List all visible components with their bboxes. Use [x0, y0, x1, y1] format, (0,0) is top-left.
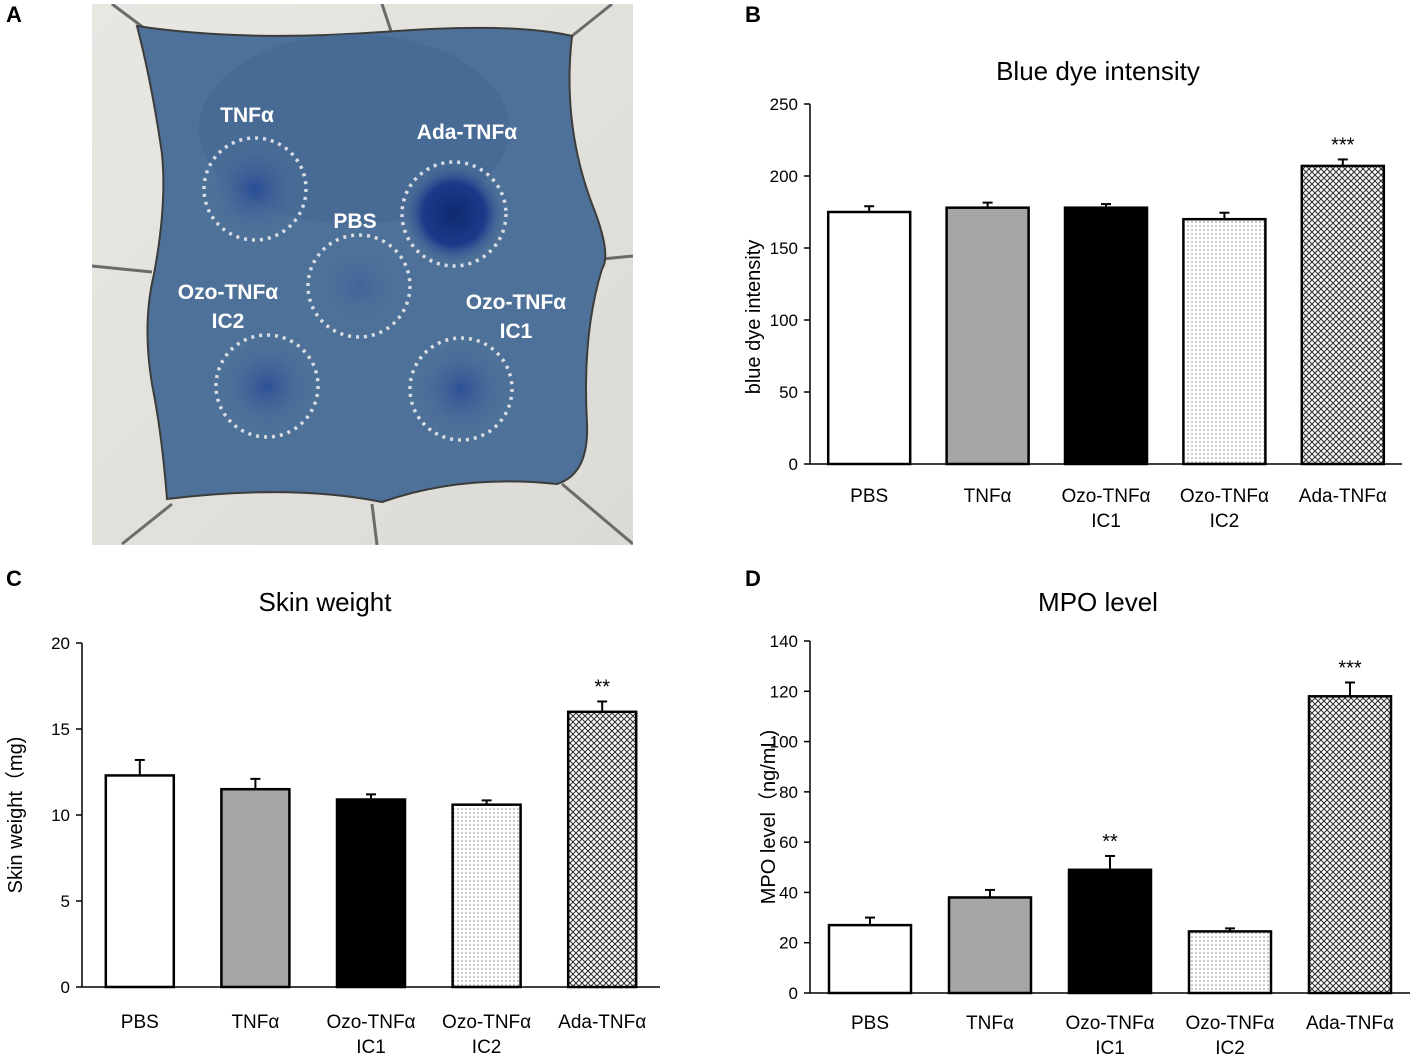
y-tick-label: 40: [779, 883, 798, 902]
pin-line: [561, 482, 633, 545]
y-tick-label: 120: [770, 682, 798, 701]
y-tick-label: 80: [779, 783, 798, 802]
pin-line: [121, 502, 173, 545]
category-label: Ozo-TNFα: [326, 1012, 415, 1033]
pin-line: [380, 4, 394, 35]
category-label: Ozo-TNFα: [1061, 486, 1150, 507]
pin-line: [92, 264, 153, 274]
y-tick-label: 20: [51, 634, 70, 653]
category-label: IC1: [356, 1037, 386, 1058]
bar: [945, 206, 1030, 466]
bar: [827, 923, 913, 995]
category-label: Ozo-TNFα: [1065, 1013, 1154, 1034]
category-label: Ozo-TNFα: [1185, 1013, 1274, 1034]
category-label: IC2: [1210, 511, 1240, 532]
y-tick-label: 10: [51, 806, 70, 825]
dye-spot-ozo-ic1: [413, 341, 509, 437]
bar: [1182, 217, 1267, 466]
marker-circle-tnfa: [202, 136, 308, 242]
chart-title: MPO level: [1038, 587, 1158, 617]
pin-line: [370, 503, 379, 545]
y-tick-label: 5: [61, 892, 70, 911]
category-label: IC2: [472, 1037, 502, 1058]
label-ozo-ic2-line2: IC2: [212, 310, 245, 333]
skin-photo: TNFα Ada-TNFα PBS Ozo-TNFα IC2 Ozo-TNFα …: [92, 4, 633, 545]
marker-circle-ozo-ic1: [408, 336, 514, 442]
category-label: TNFα: [964, 486, 1012, 507]
category-label: Ozo-TNFα: [442, 1012, 531, 1033]
chart-title: Blue dye intensity: [996, 56, 1200, 86]
category-label: PBS: [121, 1012, 159, 1033]
mpo-level-chart: MPO level MPO level（ng/mL) 0 20 40 60 80 100 1…: [757, 587, 1410, 1059]
bar: [220, 787, 291, 989]
label-ozo-ic2-line1: Ozo-TNFα: [178, 281, 278, 304]
marker-circle-ada: [400, 160, 508, 268]
label-ozo-ic1-line1: Ozo-TNFα: [466, 291, 566, 314]
dye-spot-tnfa: [207, 141, 303, 237]
y-tick-label: 100: [770, 311, 798, 330]
y-axis-label: Skin weight（mg): [4, 737, 27, 894]
category-label: PBS: [850, 486, 888, 507]
y-tick-label: 60: [779, 833, 798, 852]
category-label: Ozo-TNFα: [1180, 486, 1269, 507]
y-tick-label: 50: [779, 383, 798, 402]
category-label: Ada-TNFα: [1306, 1013, 1394, 1034]
y-tick-label: 250: [770, 95, 798, 114]
category-label: PBS: [851, 1013, 889, 1034]
y-tick-label: 140: [770, 632, 798, 651]
category-label: IC1: [1091, 511, 1121, 532]
bar: [1307, 695, 1393, 995]
bar: [1300, 164, 1386, 466]
panel-letter-d: D: [745, 566, 761, 591]
bar: [947, 896, 1033, 995]
bar: [1067, 868, 1153, 995]
chart-title: Skin weight: [259, 587, 393, 617]
y-tick-label: 20: [779, 934, 798, 953]
y-tick-label: 0: [61, 978, 70, 997]
y-tick-label: 100: [770, 733, 798, 752]
y-tick-label: 150: [770, 239, 798, 258]
category-label: IC2: [1215, 1038, 1245, 1059]
panel-letter-a: A: [6, 2, 22, 27]
category-label: TNFα: [966, 1013, 1014, 1034]
bar: [826, 210, 912, 466]
bar: [1063, 206, 1149, 466]
category-label: IC1: [1095, 1038, 1125, 1059]
y-axis-label: blue dye intensity: [743, 240, 765, 395]
significance-label: ***: [1331, 134, 1355, 156]
bar: [451, 803, 522, 989]
dye-spot-ozo-ic2: [219, 338, 315, 434]
label-ozo-ic1-line2: IC1: [500, 320, 533, 343]
blue-dye-chart: Blue dye intensity blue dye intensity 0 5…: [743, 56, 1402, 532]
label-ada: Ada-TNFα: [417, 121, 517, 144]
label-tnfa: TNFα: [220, 104, 274, 127]
y-axis-label: MPO level（ng/mL): [757, 730, 780, 905]
y-tick-label: 0: [789, 455, 798, 474]
category-label: Ada-TNFα: [558, 1012, 646, 1033]
pin-line: [601, 254, 633, 261]
category-label: Ada-TNFα: [1299, 486, 1387, 507]
y-tick-label: 200: [770, 167, 798, 186]
skin-weight-chart: Skin weight Skin weight（mg) 0 5 10 15 20 PBS T…: [4, 587, 660, 1058]
marker-circle-pbs: [306, 233, 412, 339]
label-pbs: PBS: [333, 210, 376, 233]
category-label: TNFα: [231, 1012, 279, 1033]
marker-circle-ozo-ic2: [214, 333, 320, 439]
bar: [566, 710, 638, 989]
panel-letter-c: C: [6, 566, 22, 591]
y-tick-label: 15: [51, 720, 70, 739]
bar: [335, 798, 407, 989]
bar: [104, 774, 176, 989]
dye-spot-pbs: [319, 246, 399, 326]
significance-label: ***: [1338, 657, 1362, 679]
significance-label: **: [594, 676, 610, 698]
dye-spot-ada: [402, 162, 506, 266]
y-tick-label: 0: [789, 984, 798, 1003]
panel-letter-b: B: [745, 2, 761, 27]
significance-label: **: [1102, 831, 1118, 853]
bar: [1187, 930, 1273, 995]
